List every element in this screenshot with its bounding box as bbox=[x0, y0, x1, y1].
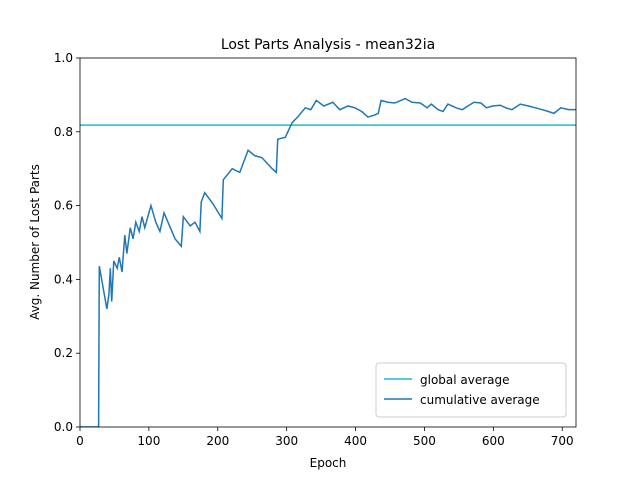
x-tick-label: 600 bbox=[482, 434, 505, 448]
data-line bbox=[80, 97, 576, 427]
x-tick-label: 300 bbox=[275, 434, 298, 448]
x-tick-label: 500 bbox=[413, 434, 436, 448]
y-tick-label: 0.8 bbox=[54, 125, 73, 139]
chart-title: Lost Parts Analysis - mean32ia bbox=[221, 37, 435, 53]
y-tick-label: 0.4 bbox=[54, 272, 73, 286]
y-tick-label: 0.0 bbox=[54, 420, 73, 434]
y-tick-label: 1.0 bbox=[54, 51, 73, 65]
legend-label: global average bbox=[420, 373, 510, 387]
x-tick-label: 700 bbox=[551, 434, 574, 448]
x-axis-label: Epoch bbox=[310, 456, 347, 470]
x-tick-label: 100 bbox=[137, 434, 160, 448]
legend-box bbox=[375, 362, 567, 418]
y-axis-label: Avg. Number of Lost Parts bbox=[28, 164, 42, 320]
x-tick-label: 400 bbox=[344, 434, 367, 448]
x-tick-label: 0 bbox=[76, 434, 84, 448]
x-tick-label: 200 bbox=[206, 434, 229, 448]
y-tick-label: 0.6 bbox=[54, 199, 73, 213]
legend-label: cumulative average bbox=[420, 393, 540, 407]
plot-frame bbox=[79, 57, 577, 428]
y-tick-label: 0.2 bbox=[54, 346, 73, 360]
